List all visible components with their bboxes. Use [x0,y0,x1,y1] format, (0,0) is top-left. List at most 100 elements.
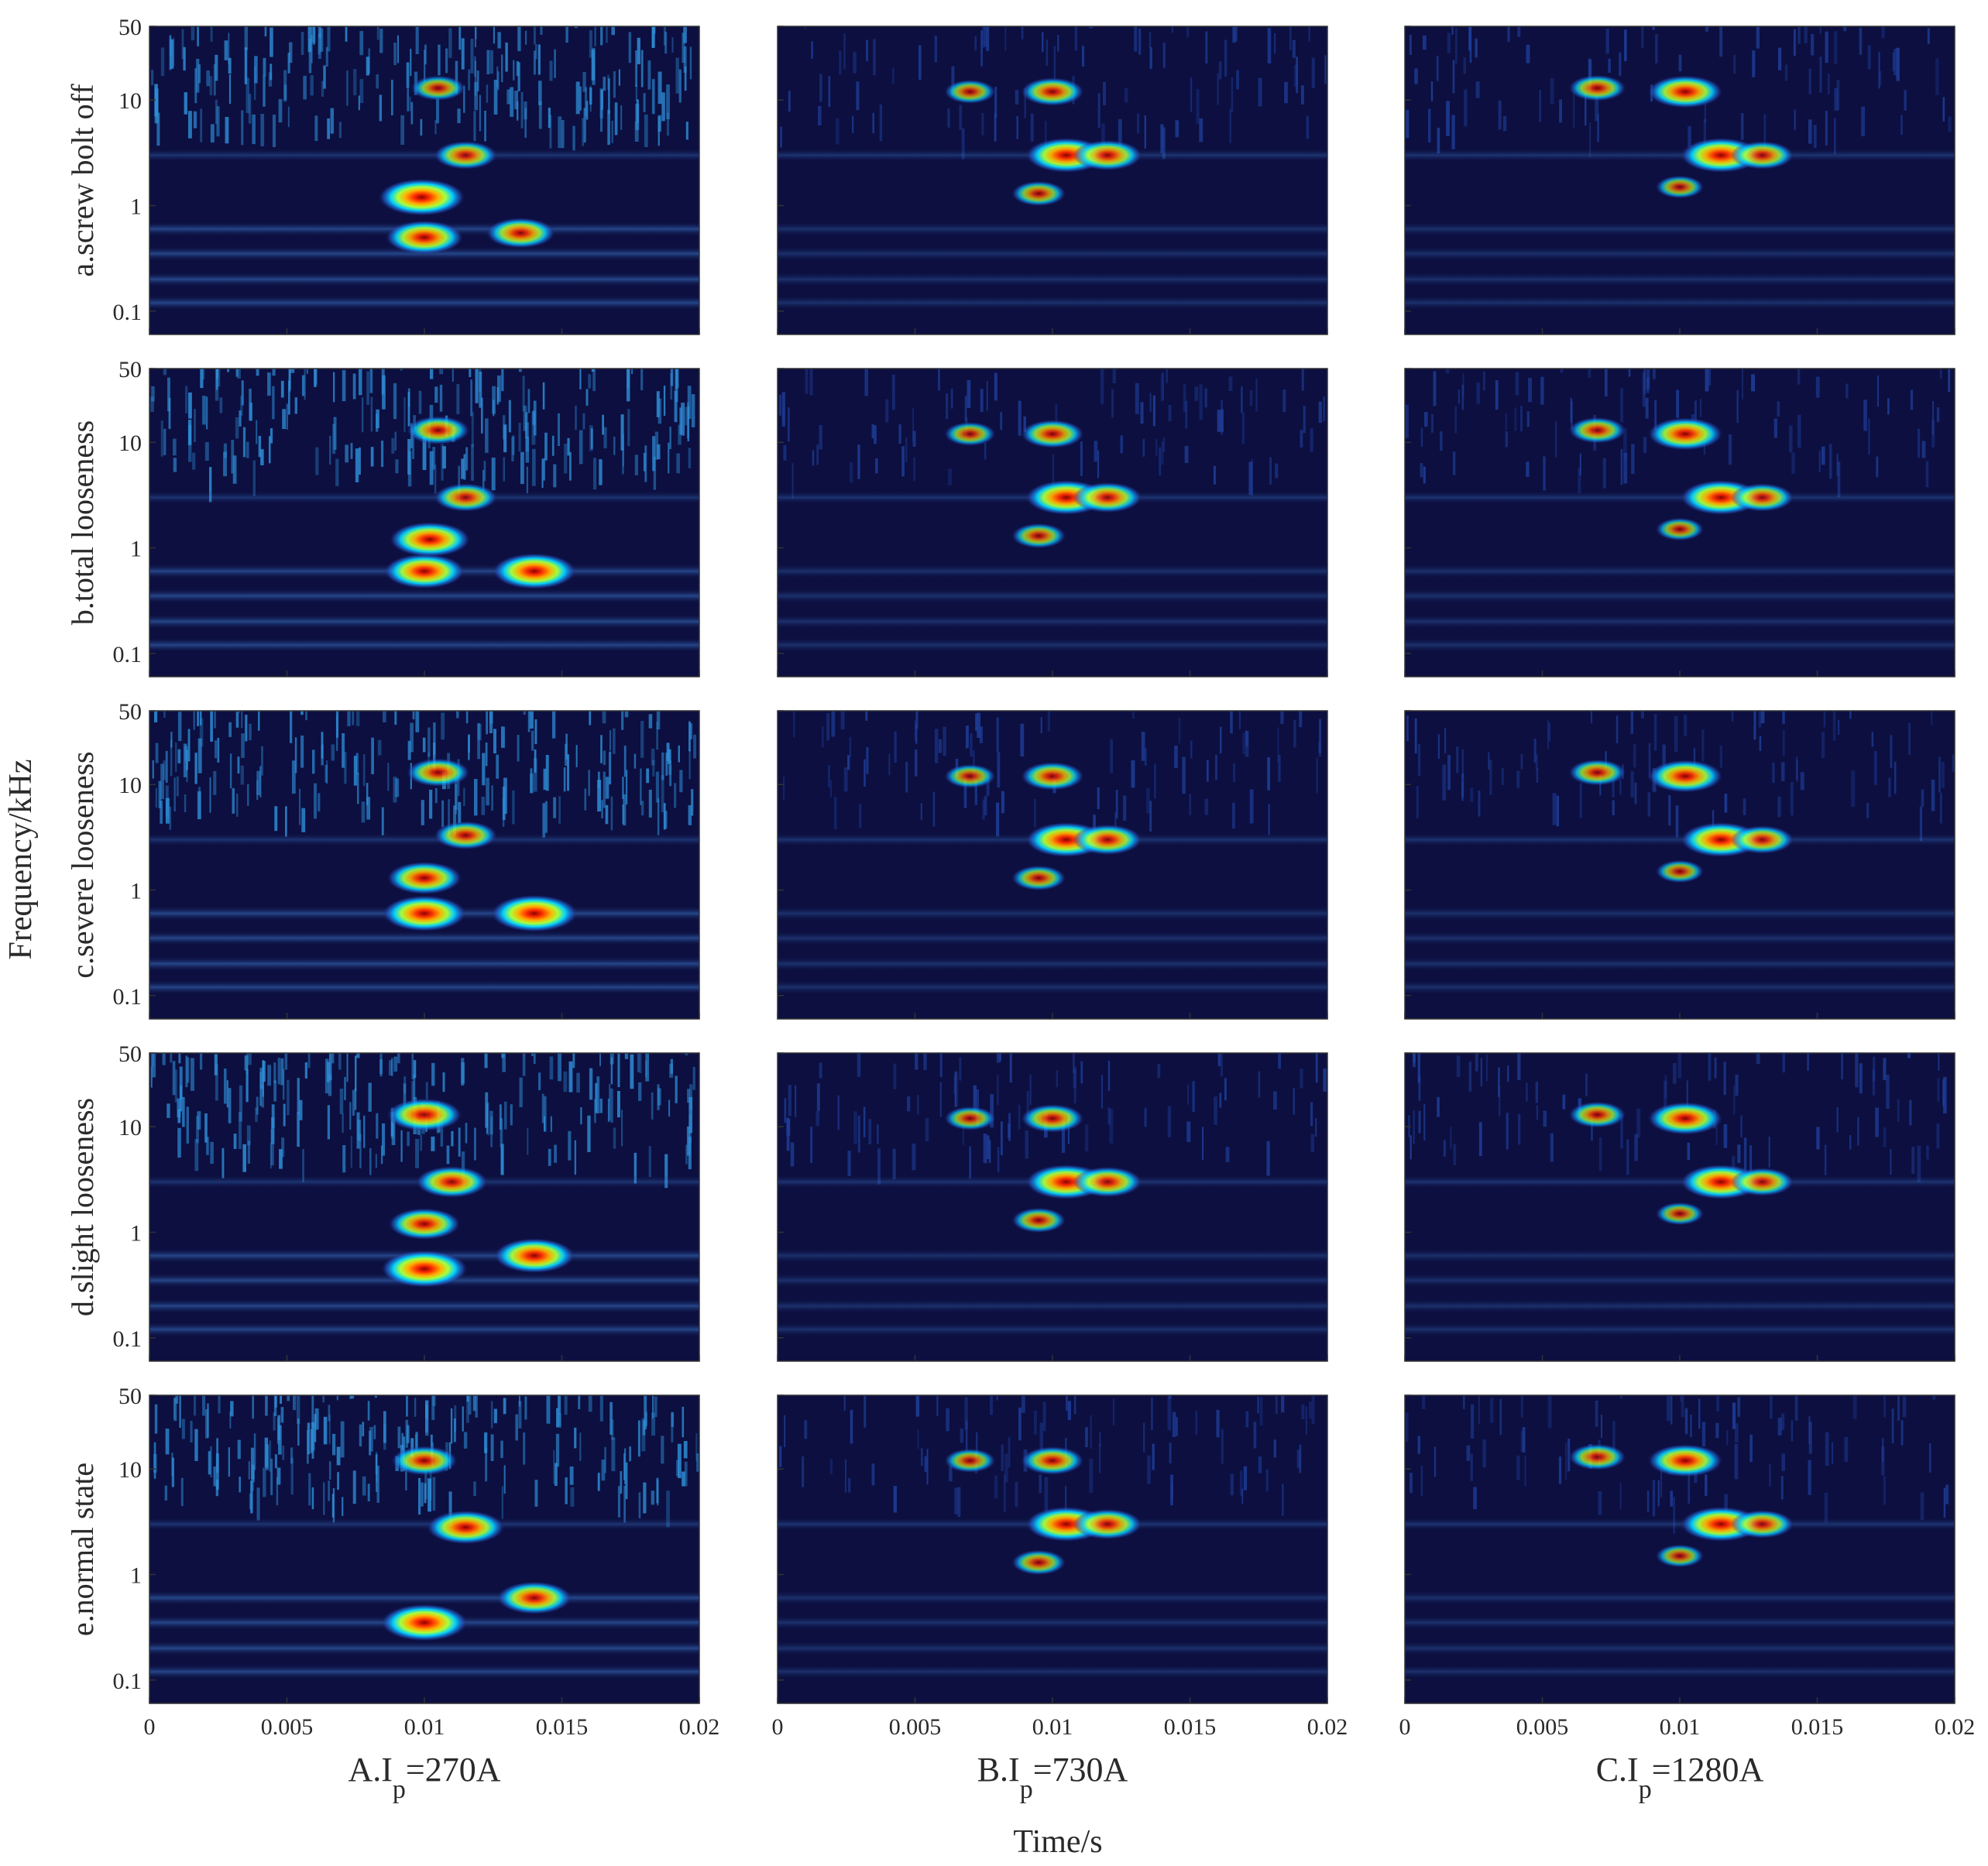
speckle-mark [1176,1417,1178,1436]
speckle-mark [545,754,549,791]
speckle-mark [1705,369,1709,392]
speckle-mark [664,1154,668,1189]
energy-blob [381,1604,468,1641]
speckle-mark [1926,1145,1929,1160]
speckle-mark [1836,80,1840,111]
speckle-mark [1109,1108,1114,1144]
speckle-mark [173,777,176,811]
speckle-mark [558,1395,561,1426]
column-label-suffix: =270A [406,1751,501,1789]
speckle-mark [1018,400,1021,436]
speckle-mark [1888,777,1891,798]
speckle-mark [1881,26,1885,39]
speckle-mark [983,1134,987,1164]
speckle-mark [683,46,687,73]
speckle-mark [529,711,534,729]
speckle-mark [1908,722,1911,756]
speckle-mark [1843,26,1847,32]
speckle-mark [210,1446,212,1477]
speckle-mark [585,101,589,120]
speckle-mark [1844,1436,1849,1462]
speckle-mark [1065,1485,1067,1511]
speckle-mark [308,1473,311,1506]
speckle-mark [1841,1053,1843,1080]
speckle-mark [1423,466,1426,484]
speckle-mark [524,1396,527,1420]
speckle-mark [613,728,616,754]
speckle-mark [477,723,482,741]
speckle-mark [281,1137,285,1158]
speckle-mark [542,803,546,838]
speckle-mark [849,736,852,757]
speckle-mark [237,1439,241,1460]
speckle-mark [589,1068,593,1100]
x-tick-label: 0.005 [261,1714,314,1740]
speckle-mark [431,1395,435,1420]
speckle-mark [1485,1054,1488,1082]
speckle-mark [323,1416,328,1445]
speckle-mark [620,105,623,130]
frequency-band [1405,1247,1955,1264]
speckle-mark [1533,739,1536,763]
speckle-mark [400,1130,403,1162]
speckle-mark [1482,1439,1486,1468]
speckle-mark [1253,1422,1257,1449]
speckle-mark [1498,100,1502,130]
speckle-mark [362,1476,366,1496]
speckle-mark [1821,446,1825,465]
speckle-mark [514,91,519,110]
speckle-mark [489,1110,493,1135]
speckle-mark [850,461,853,483]
speckle-mark [1175,120,1179,138]
speckle-mark [607,1098,609,1122]
speckle-mark [424,50,426,83]
speckle-mark [1147,1455,1151,1484]
speckle-mark [241,380,244,406]
frequency-band [778,271,1327,287]
speckle-mark [1144,1107,1147,1127]
speckle-mark [352,1470,356,1504]
speckle-mark [1461,384,1464,410]
speckle-mark [685,406,688,426]
speckle-mark [256,1096,259,1115]
speckle-mark [666,84,670,120]
speckle-mark [228,722,232,737]
speckle-mark [945,393,949,420]
speckle-mark [1093,815,1096,835]
speckle-mark [215,1453,219,1490]
speckle-mark [181,29,184,60]
speckle-mark [1310,428,1313,452]
speckle-mark [1219,1093,1222,1108]
speckle-mark [608,78,610,115]
speckle-mark [318,793,321,811]
speckle-mark [294,397,297,414]
speckle-mark [463,85,465,113]
column-label-subscript: p [393,1775,406,1804]
speckle-mark [252,1395,255,1419]
speckle-mark [609,751,612,785]
speckle-mark [1506,1113,1509,1150]
speckle-mark [1107,1060,1111,1091]
speckle-mark [250,1447,255,1480]
speckle-mark [1890,735,1893,768]
speckle-mark [1023,416,1026,433]
speckle-mark [1909,1099,1912,1126]
speckle-mark [666,112,670,136]
spectrogram-panel-r5-c2: 0 0.005 0.01 0.015 0.02 [772,1394,1348,1740]
speckle-mark [445,48,448,74]
speckle-mark [1687,1142,1691,1161]
speckle-mark [280,1058,284,1086]
speckle-mark [1737,1397,1741,1417]
speckle-mark [1040,717,1042,733]
speckle-mark [917,1395,921,1396]
speckle-mark [461,1058,465,1086]
speckle-mark [369,1147,372,1175]
speckle-mark [335,711,339,738]
speckle-mark [669,764,672,787]
speckle-mark [223,451,227,477]
speckle-mark [1780,1413,1785,1431]
energy-blob [486,218,555,249]
speckle-mark [563,1071,568,1093]
speckle-mark [609,1088,613,1123]
speckle-mark [1009,1053,1012,1083]
